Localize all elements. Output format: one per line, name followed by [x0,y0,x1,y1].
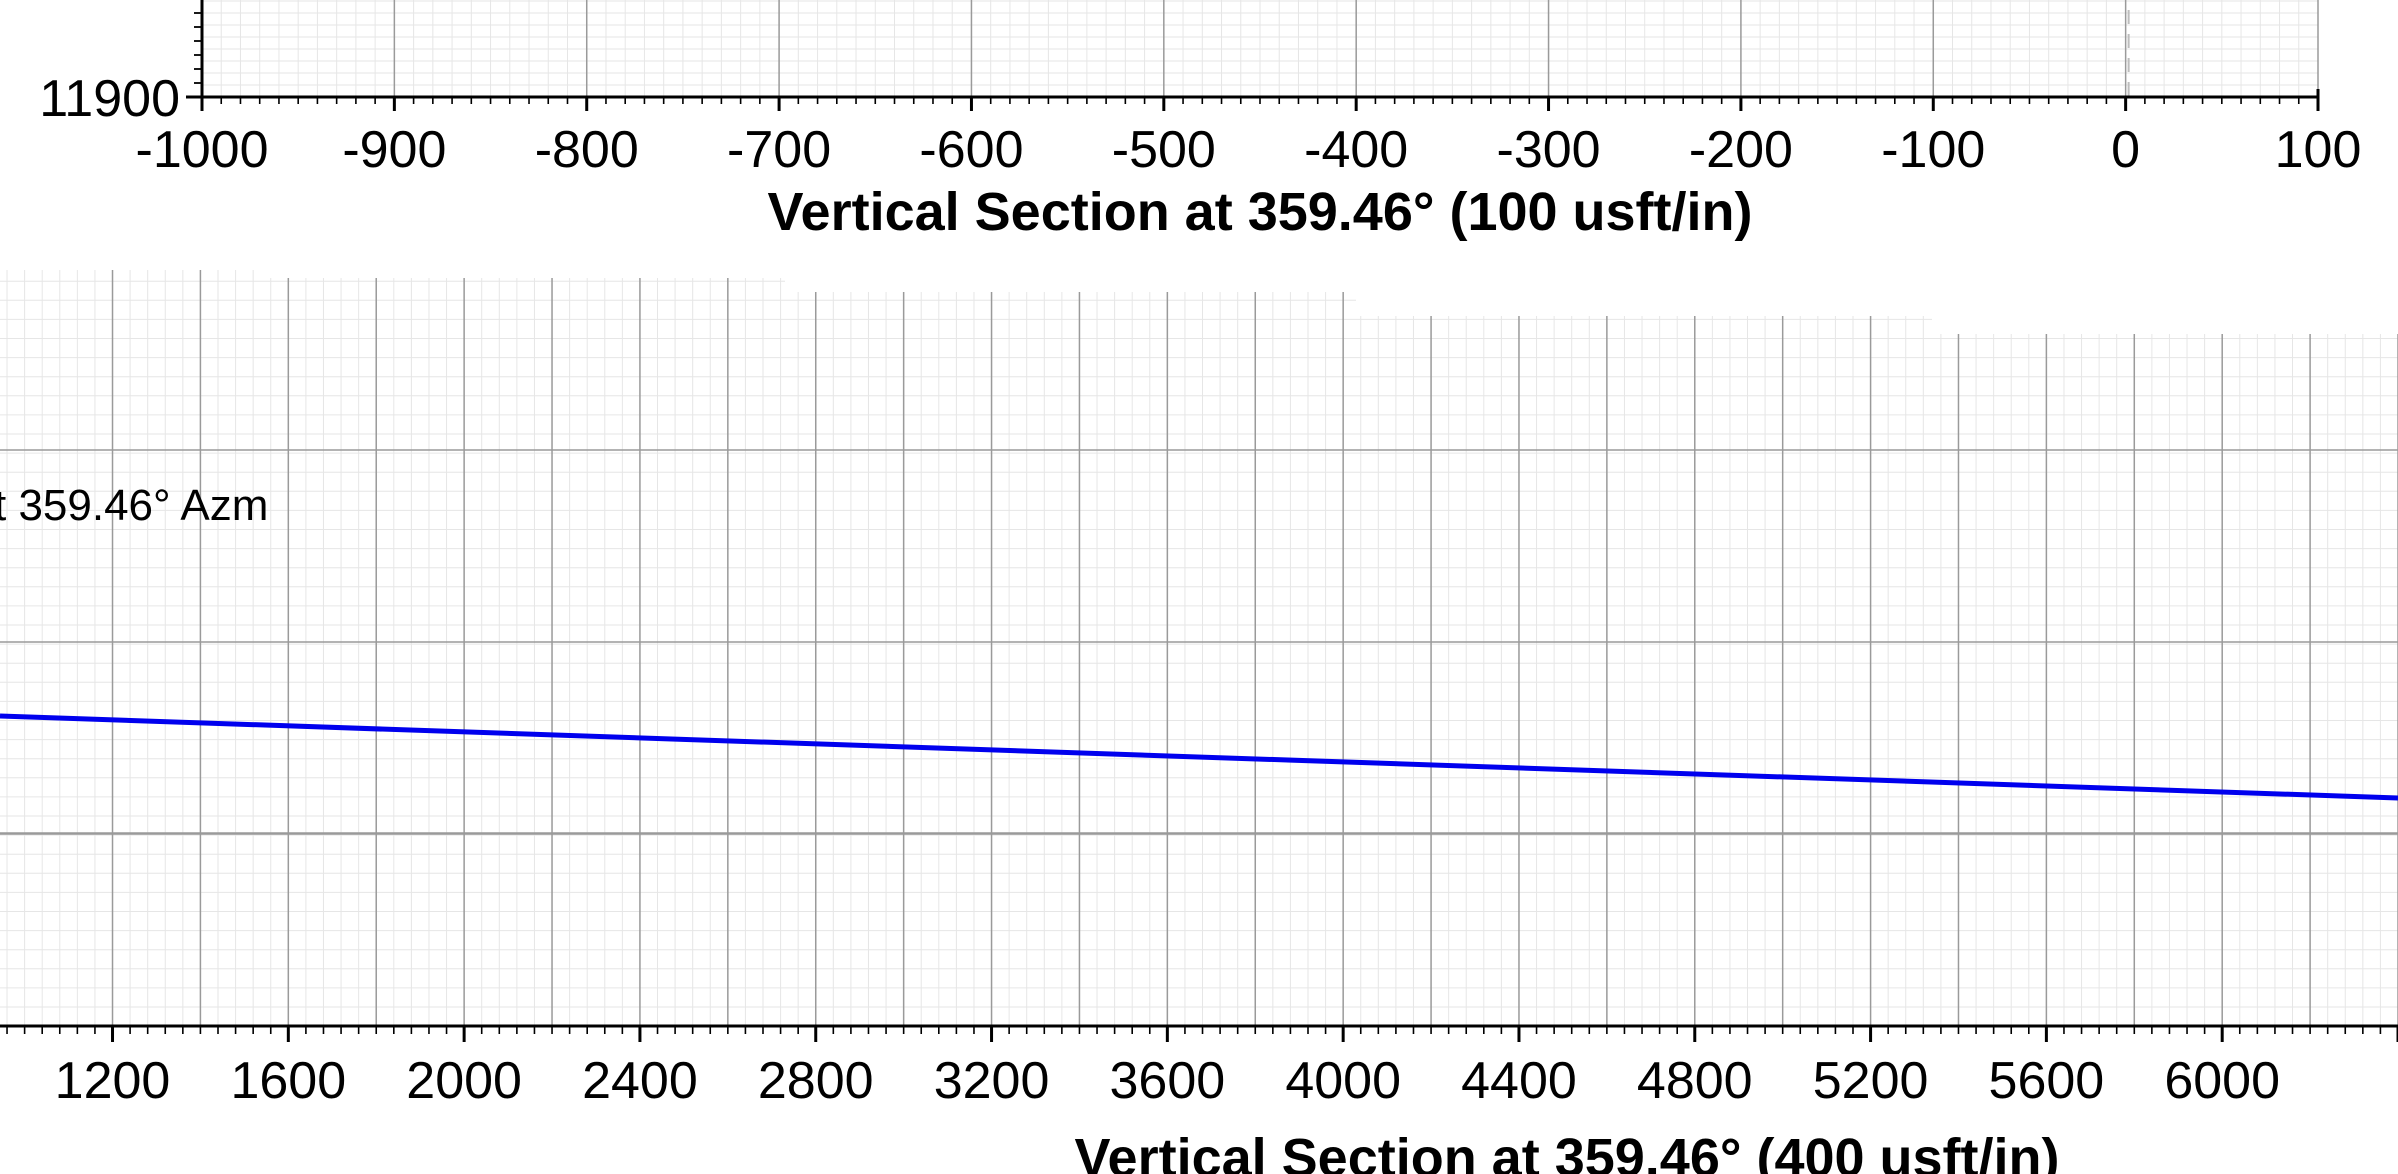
bottom-series-line-0 [0,713,2398,801]
top-x-tick-label: -600 [919,121,1023,179]
bottom-x-tick-label: 5200 [1813,1052,1929,1110]
bottom-x-tick-label: 4400 [1461,1052,1577,1110]
top-x-tick-label: -200 [1689,121,1793,179]
top-x-tick-label: 100 [2275,121,2362,179]
bottom-x-tick-label: 1200 [55,1052,171,1110]
top-x-axis-title: Vertical Section at 359.46° (100 usft/in… [768,182,1753,242]
top-panel: -1000 -900 -800 -700 -600 -500 -400 -300 -200 -10… [39,0,2361,242]
bottom-x-axis-title: Vertical Section at 359.46° (400 usft/in… [1075,1128,2060,1174]
bottom-x-tick-label: 3200 [934,1052,1050,1110]
bottom-x-tick-label: 4000 [1285,1052,1401,1110]
top-x-tick-label: -100 [1881,121,1985,179]
bottom-x-tick-label: 6000 [2164,1052,2280,1110]
top-x-tick-label: -700 [727,121,831,179]
bottom-azimuth-annotation: t 359.46° Azm [0,481,268,530]
bottom-x-tick-label: 2000 [406,1052,522,1110]
top-x-tick-label: -300 [1497,121,1601,179]
top-x-tick-label: -400 [1304,121,1408,179]
bottom-x-tick-label: 4800 [1637,1052,1753,1110]
top-x-tick-label: -800 [535,121,639,179]
bottom-x-tick-label: 2400 [582,1052,698,1110]
bottom-x-tick-label: 3600 [1110,1052,1226,1110]
top-x-tick-label: 0 [2111,121,2140,179]
top-x-tick-label: -1000 [136,121,269,179]
top-x-tick-label: -500 [1112,121,1216,179]
bottom-x-tick-label: 1600 [230,1052,346,1110]
bottom-x-tick-label: 2800 [758,1052,874,1110]
bottom-x-tick-label: 5600 [1989,1052,2105,1110]
bottom-panel: t 359.46° Azm 1200 1600 2000 2400 2800 3200 360… [0,250,2398,1174]
top-x-tick-label: -900 [342,121,446,179]
top-y-tick-label: 11900 [39,70,180,128]
bottom-grid-top-mask [0,250,2398,348]
